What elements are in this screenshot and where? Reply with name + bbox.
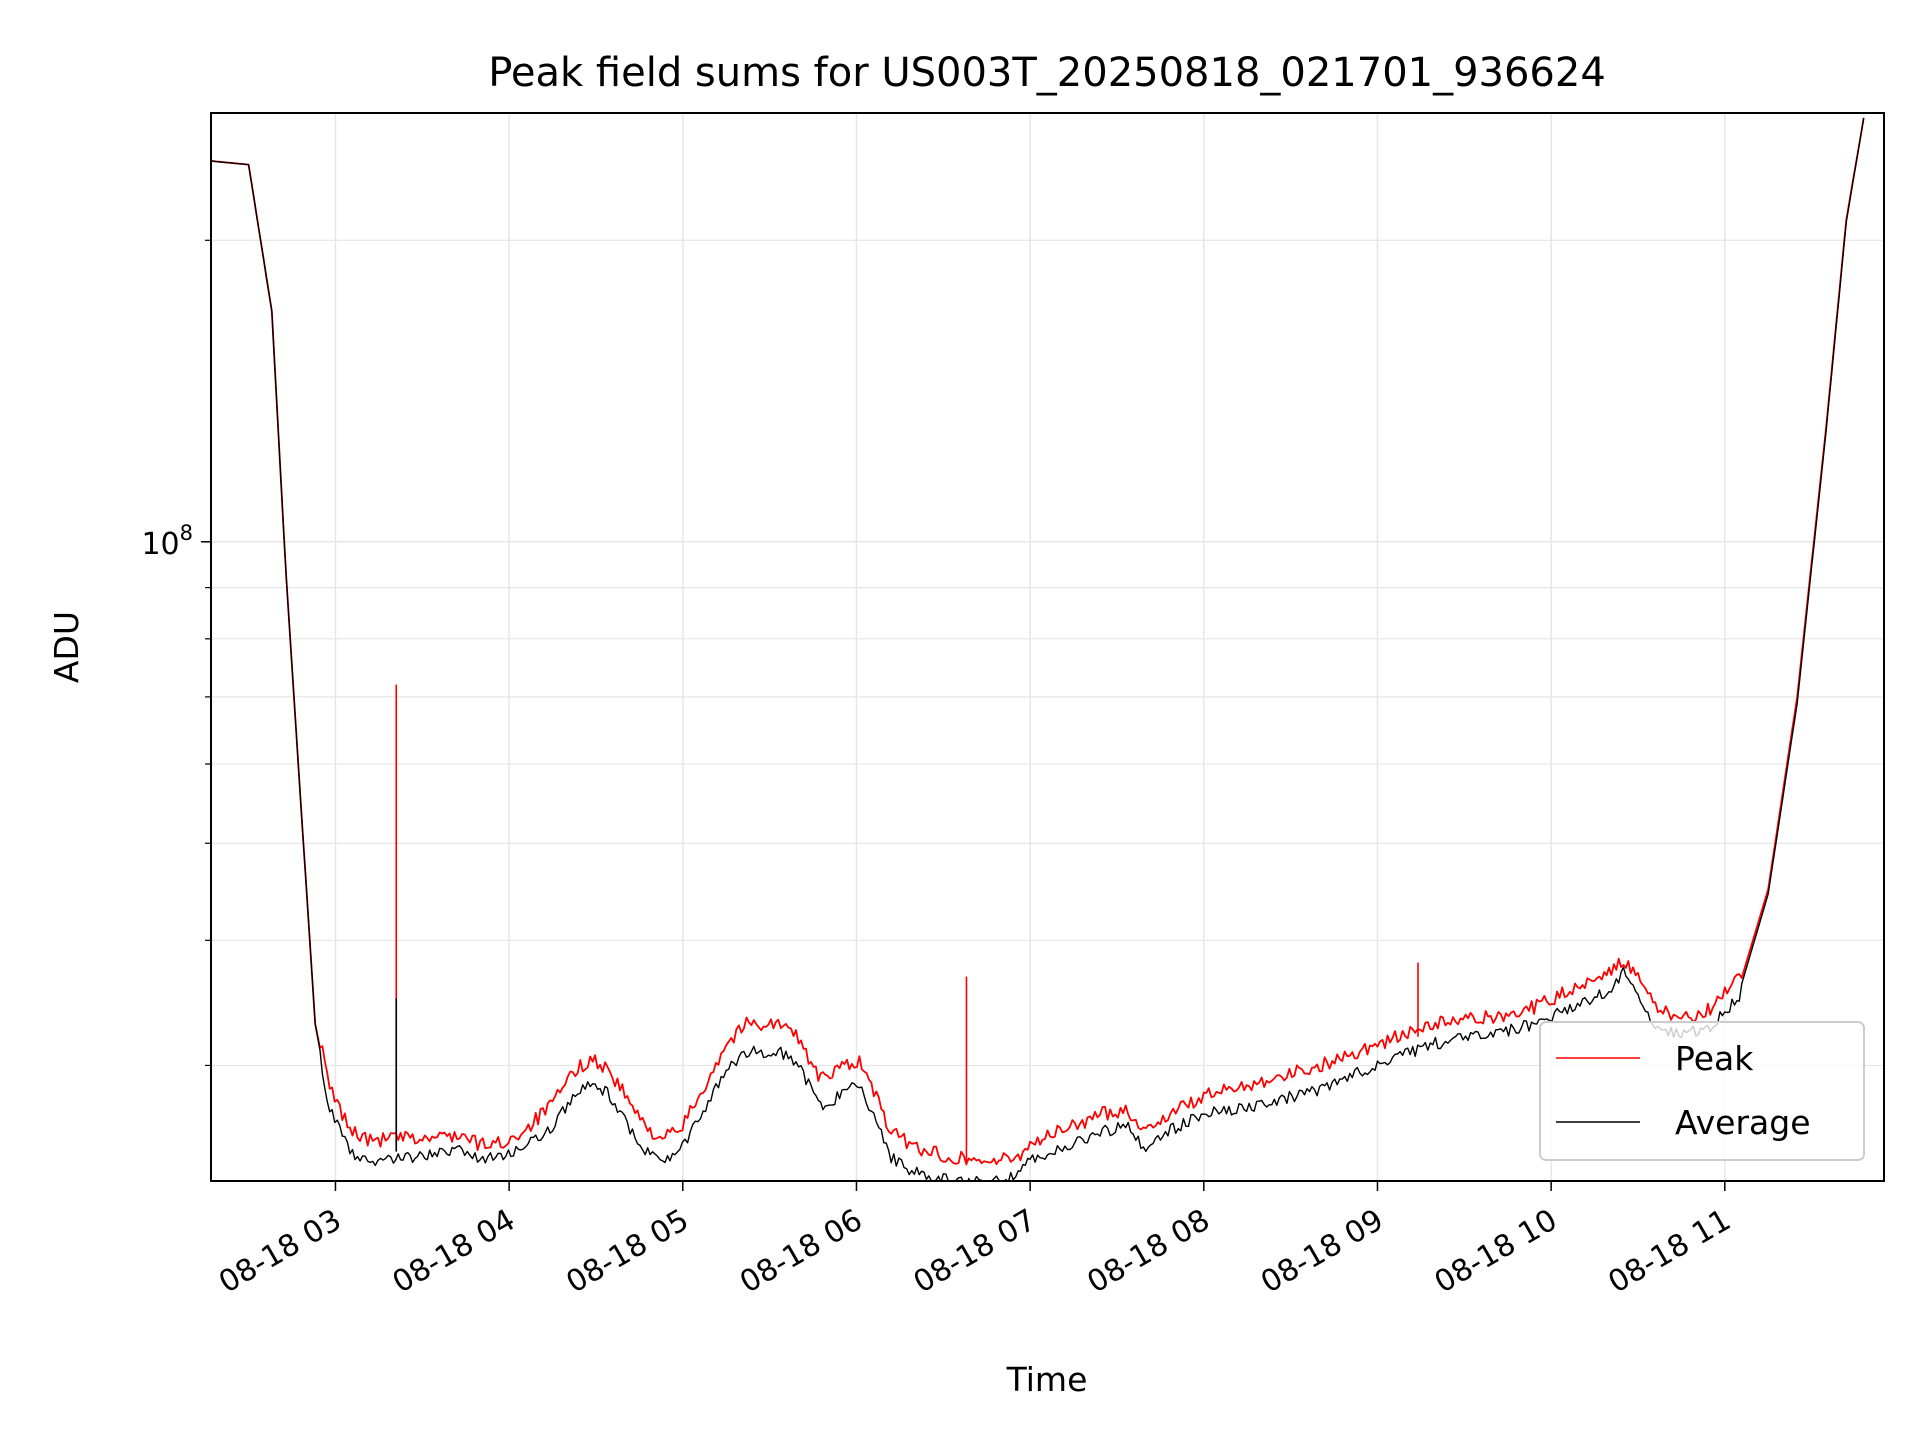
series-line-average [211, 117, 1865, 1181]
y-tick-label: 108 [141, 521, 193, 562]
chart-title: Peak field sums for US003T_20250818_0217… [488, 50, 1606, 96]
y-axis: 108 [141, 239, 211, 1067]
y-axis-label: ADU [47, 611, 86, 683]
legend-label-average: Average [1675, 1103, 1811, 1142]
series-line-peak [211, 117, 1865, 1166]
legend: Peak Average [1539, 1021, 1865, 1161]
x-axis-label: Time [1006, 1360, 1088, 1399]
grid [211, 113, 1884, 1181]
legend-box [1539, 1021, 1865, 1161]
plot-frame [210, 112, 1885, 1182]
series-group [211, 117, 1865, 1181]
legend-label-peak: Peak [1675, 1039, 1754, 1078]
series-layer [211, 117, 1865, 1181]
